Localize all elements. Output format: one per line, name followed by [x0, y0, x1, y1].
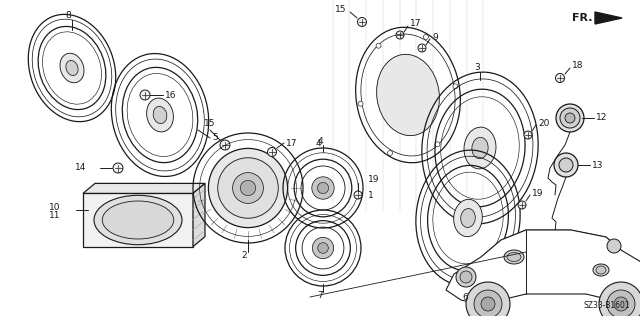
Text: 5: 5 [212, 133, 218, 143]
Circle shape [232, 173, 264, 204]
Polygon shape [83, 193, 193, 246]
Circle shape [556, 104, 584, 132]
Text: 10: 10 [49, 203, 60, 211]
Text: 19: 19 [532, 189, 543, 198]
Polygon shape [83, 183, 205, 193]
Polygon shape [481, 230, 526, 267]
Ellipse shape [102, 201, 173, 239]
Text: 17: 17 [286, 138, 298, 148]
Circle shape [240, 180, 256, 196]
Circle shape [376, 43, 381, 48]
Circle shape [565, 113, 575, 123]
Ellipse shape [472, 137, 488, 159]
Text: 15: 15 [335, 5, 346, 15]
Circle shape [220, 140, 230, 150]
Circle shape [113, 163, 123, 173]
Circle shape [396, 31, 404, 39]
Circle shape [607, 239, 621, 253]
Circle shape [218, 158, 278, 218]
Circle shape [456, 267, 476, 287]
Ellipse shape [461, 209, 476, 228]
Circle shape [140, 90, 150, 100]
Text: 14: 14 [75, 163, 86, 173]
Text: 11: 11 [49, 211, 60, 221]
Circle shape [358, 101, 363, 106]
Ellipse shape [504, 250, 524, 264]
Circle shape [460, 271, 472, 283]
Text: 8: 8 [65, 10, 71, 20]
Circle shape [524, 131, 532, 139]
Circle shape [268, 148, 276, 156]
Polygon shape [595, 12, 622, 24]
Circle shape [354, 191, 362, 199]
Circle shape [312, 177, 334, 199]
Circle shape [466, 282, 510, 316]
Circle shape [474, 290, 502, 316]
Ellipse shape [60, 53, 84, 83]
Circle shape [481, 297, 495, 311]
Circle shape [554, 153, 578, 177]
Circle shape [614, 297, 628, 311]
Circle shape [317, 182, 328, 194]
Circle shape [388, 150, 392, 155]
Ellipse shape [66, 60, 78, 76]
Text: 18: 18 [572, 62, 584, 70]
Circle shape [556, 74, 564, 82]
Ellipse shape [147, 98, 173, 132]
Text: 1: 1 [368, 191, 374, 199]
Circle shape [424, 34, 428, 40]
Text: 4: 4 [317, 137, 323, 147]
Text: 19: 19 [368, 175, 380, 185]
Ellipse shape [593, 264, 609, 276]
Ellipse shape [94, 195, 182, 245]
Circle shape [418, 44, 426, 52]
Circle shape [312, 237, 333, 258]
Text: SZ33-B1601: SZ33-B1601 [584, 301, 630, 309]
Text: FR.: FR. [572, 13, 593, 23]
Circle shape [453, 84, 458, 89]
Circle shape [599, 282, 640, 316]
Text: 17: 17 [410, 20, 422, 28]
Circle shape [209, 149, 287, 228]
Circle shape [560, 108, 580, 128]
Ellipse shape [507, 252, 521, 262]
Ellipse shape [596, 266, 606, 274]
Polygon shape [526, 230, 621, 252]
Text: 2: 2 [241, 252, 247, 260]
Circle shape [317, 243, 328, 253]
Ellipse shape [153, 106, 167, 124]
Text: 7: 7 [317, 291, 323, 301]
Text: 3: 3 [474, 64, 480, 72]
Text: 15: 15 [204, 119, 216, 128]
Polygon shape [446, 230, 640, 304]
Ellipse shape [376, 54, 440, 136]
Circle shape [358, 17, 367, 27]
Text: 16: 16 [165, 90, 177, 100]
Text: 13: 13 [592, 161, 604, 169]
Circle shape [607, 290, 635, 316]
Text: 6: 6 [462, 293, 468, 301]
Text: 4: 4 [316, 138, 322, 148]
Polygon shape [193, 183, 205, 246]
Text: 12: 12 [596, 113, 607, 123]
Text: 20: 20 [538, 118, 549, 127]
Circle shape [435, 142, 440, 147]
Text: 9: 9 [432, 33, 438, 41]
Circle shape [518, 201, 526, 209]
Circle shape [559, 158, 573, 172]
Ellipse shape [454, 199, 483, 237]
Ellipse shape [464, 127, 496, 169]
